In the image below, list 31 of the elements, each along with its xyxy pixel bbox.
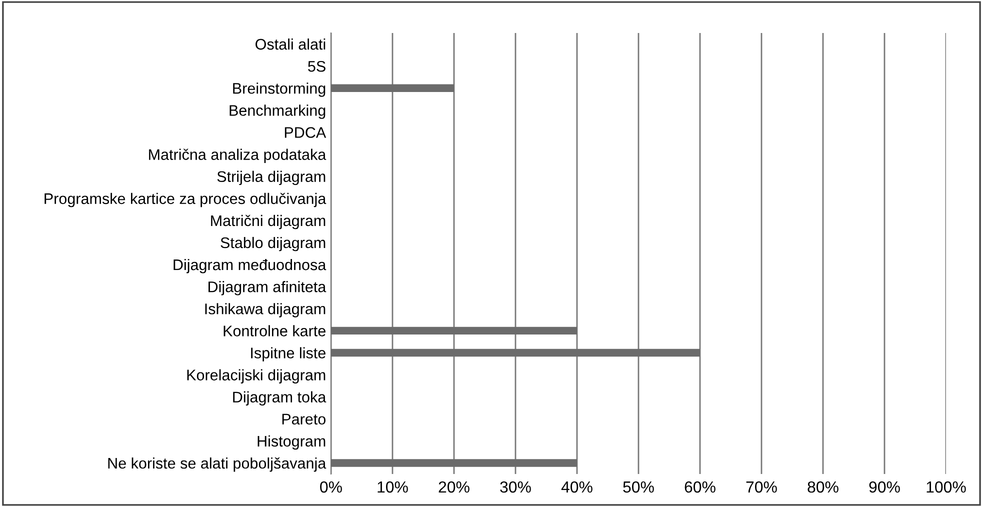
y-tick-label: Dijagram afiniteta <box>208 281 326 296</box>
y-tick-label: Stablo dijagram <box>220 236 326 252</box>
y-tick-label: Histogram <box>258 435 326 450</box>
y-tick-label: Breinstorming <box>233 82 326 97</box>
x-tick-label: 10% <box>378 481 408 493</box>
x-tick-label: 100% <box>926 481 966 493</box>
x-tick-label: 90% <box>869 481 900 493</box>
x-tick-label: 50% <box>623 481 654 493</box>
y-tick-label: 5S <box>308 60 326 72</box>
x-tick-label: 80% <box>808 481 838 493</box>
y-tick-label: Ostali alati <box>256 38 326 50</box>
y-tick-label: Strijela dijagram <box>217 170 326 186</box>
y-tick-label: Benchmarking <box>230 104 326 119</box>
y-tick-label: Dijagram međuodnosa <box>174 258 326 274</box>
x-tick-label: 70% <box>746 481 777 493</box>
y-tick-label: PDCA <box>284 127 326 138</box>
x-tick-label: 60% <box>684 481 716 493</box>
y-tick-label: Programske kartice za proces odlučivanja <box>44 192 326 208</box>
y-tick-label: Korelacijski dijagram <box>187 369 326 384</box>
x-tick-label: 40% <box>561 481 592 493</box>
y-tick-label: Ispitne liste <box>251 347 326 362</box>
y-tick-label: Kontrolne karte <box>224 325 326 336</box>
y-tick-label: Dijagram toka <box>233 391 326 406</box>
x-tick-label: 30% <box>500 481 531 493</box>
y-tick-label: Ishikawa dijagram <box>205 303 326 318</box>
y-tick-label: Matrična analiza podataka <box>149 148 326 164</box>
x-tick-label: 0% <box>320 481 342 493</box>
y-tick-label: Matrični dijagram <box>211 214 326 230</box>
y-tick-label: Ne koriste se alati poboljšavanja <box>108 457 326 472</box>
x-tick-label: 20% <box>438 481 470 493</box>
y-tick-label: Pareto <box>282 414 326 425</box>
